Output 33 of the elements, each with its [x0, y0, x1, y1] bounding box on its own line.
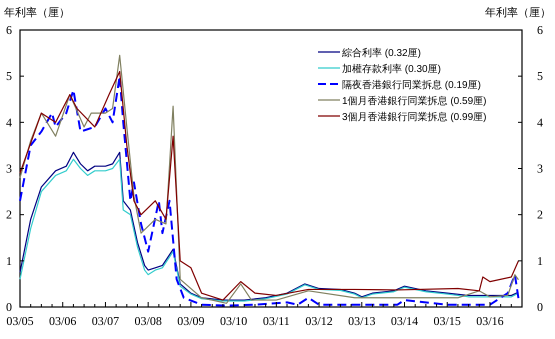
x-tick-label: 03/13 — [348, 314, 376, 328]
legend-label: 綜合利率 (0.32厘) — [341, 47, 421, 59]
y2-axis-title: 年利率（厘） — [485, 6, 551, 19]
legend-label: 1個月香港銀行同業拆息 (0.59厘) — [342, 95, 486, 107]
x-tick-label: 03/05 — [6, 314, 34, 328]
legend-label: 加權存款利率 (0.30厘) — [342, 63, 441, 75]
x-tick-label: 03/07 — [92, 314, 120, 328]
y2-tick-label: 6 — [537, 23, 543, 37]
y-tick-label: 1 — [6, 254, 12, 268]
legend-label: 3個月香港銀行同業拆息 (0.99厘) — [342, 111, 486, 123]
x-tick-label: 03/10 — [220, 314, 248, 328]
y-tick-label: 6 — [6, 23, 12, 37]
x-tick-label: 03/06 — [49, 314, 76, 328]
y-tick-label: 0 — [6, 300, 12, 314]
y2-tick-label: 5 — [537, 69, 543, 84]
y2-tick-label: 3 — [537, 162, 543, 176]
y-tick-label: 4 — [6, 115, 12, 130]
x-tick-label: 03/08 — [134, 314, 162, 328]
x-tick-label: 03/12 — [305, 314, 333, 328]
x-tick-label: 03/11 — [262, 314, 290, 328]
y2-tick-label: 4 — [537, 115, 543, 130]
y-tick-label: 3 — [6, 162, 12, 176]
y-axis-title: 年利率（厘） — [4, 6, 70, 19]
x-tick-label: 03/14 — [390, 314, 418, 328]
y-tick-label: 2 — [6, 208, 12, 222]
x-tick-label: 03/15 — [434, 314, 461, 328]
legend-label: 隔夜香港銀行同業拆息 (0.19厘) — [342, 79, 481, 91]
y2-tick-label: 1 — [537, 254, 543, 268]
y-tick-label: 5 — [6, 69, 12, 84]
y2-tick-label: 0 — [537, 300, 543, 314]
y2-tick-label: 2 — [537, 208, 543, 222]
x-tick-label: 03/09 — [177, 314, 205, 328]
x-tick-label: 03/16 — [476, 314, 504, 328]
